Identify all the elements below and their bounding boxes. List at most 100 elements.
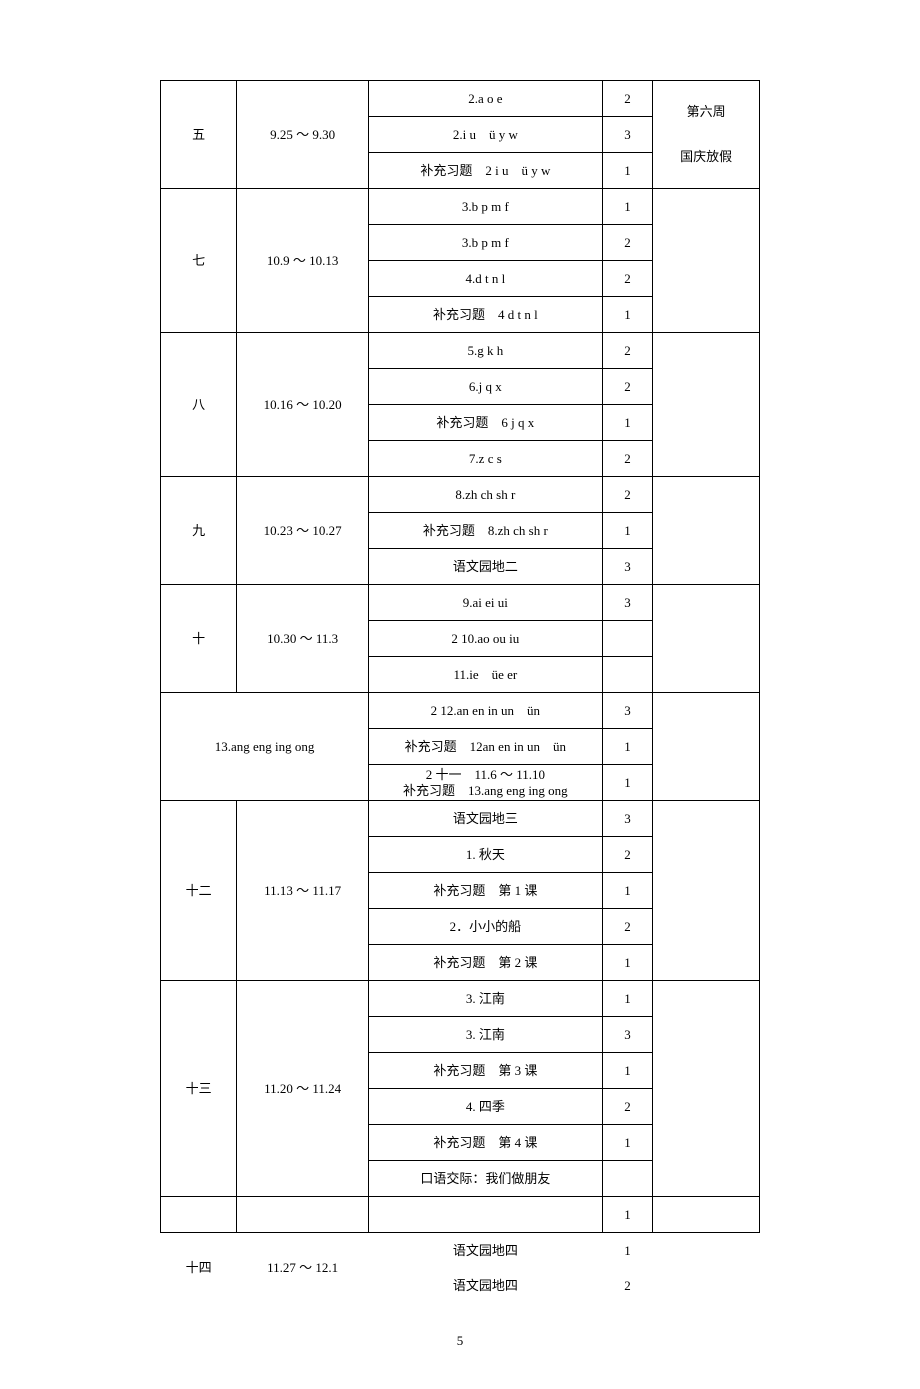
content-cell: 补充习题 第 4 课: [369, 1125, 603, 1161]
table-row: 九10.23 ～ 10.278.zh ch sh r2: [161, 477, 760, 513]
note-cell: 第六周国庆放假: [653, 81, 760, 189]
note-cell: [653, 981, 760, 1197]
hours-cell: 3: [602, 549, 653, 585]
table-row: 十四11.27 ～ 12.1语文园地四1: [161, 1233, 760, 1269]
hours-cell: [602, 1161, 653, 1197]
hours-cell: 1: [602, 1233, 653, 1269]
content-cell: 3.b p m f: [369, 189, 603, 225]
content-cell: 2．小小的船: [369, 909, 603, 945]
content-cell: 8.zh ch sh r: [369, 477, 603, 513]
content-cell: 语文园地三: [369, 801, 603, 837]
content-cell: 2.a o e: [369, 81, 603, 117]
content-cell: 语文园地二: [369, 549, 603, 585]
date-cell: 11.13 ～ 11.17: [237, 801, 369, 981]
date-cell: 10.30 ～ 11.3: [237, 585, 369, 693]
week-cell: 十二: [161, 801, 237, 981]
hours-cell: 1: [602, 405, 653, 441]
hours-cell: [602, 657, 653, 693]
hours-cell: 1: [602, 765, 653, 801]
hours-cell: 2: [602, 477, 653, 513]
hours-cell: 1: [602, 1125, 653, 1161]
table-row: 十二11.13 ～ 11.17语文园地三3: [161, 801, 760, 837]
hours-cell: 3: [602, 585, 653, 621]
hours-cell: 1: [602, 189, 653, 225]
content-cell: 2 十一 11.6 ～ 11.10补充习题 13.ang eng ing ong: [369, 765, 603, 801]
content-cell: 9.ai ei ui: [369, 585, 603, 621]
date-cell: 11.20 ～ 11.24: [237, 981, 369, 1197]
hours-cell: 2: [602, 837, 653, 873]
date-cell: [237, 1197, 369, 1233]
note-cell: [653, 585, 760, 693]
content-cell: 3. 江南: [369, 981, 603, 1017]
week-cell: 十三: [161, 981, 237, 1197]
date-cell: 9.25 ～ 9.30: [237, 81, 369, 189]
content-cell: 2 10.ao ou iu: [369, 621, 603, 657]
hours-cell: 2: [602, 909, 653, 945]
week-cell: 五: [161, 81, 237, 189]
table-row: 十三11.20 ～ 11.243. 江南1: [161, 981, 760, 1017]
note-cell: [653, 189, 760, 333]
hours-cell: 2: [602, 81, 653, 117]
week-cell: 九: [161, 477, 237, 585]
content-cell: 2.i u ü y w: [369, 117, 603, 153]
table-row: 13.ang eng ing ong2 12.an en in un ün3: [161, 693, 760, 729]
hours-cell: 2: [602, 441, 653, 477]
week-cell: 十: [161, 585, 237, 693]
content-cell: 补充习题 第 2 课: [369, 945, 603, 981]
content-cell: 补充习题 第 3 课: [369, 1053, 603, 1089]
table-row: 七10.9 ～ 10.133.b p m f1: [161, 189, 760, 225]
hours-cell: 3: [602, 693, 653, 729]
hours-cell: 2: [602, 369, 653, 405]
hours-cell: 2: [602, 1089, 653, 1125]
week-cell: [161, 1197, 237, 1233]
date-cell: 10.16 ～ 10.20: [237, 333, 369, 477]
hours-cell: 3: [602, 1017, 653, 1053]
note-cell: [653, 1233, 760, 1304]
hours-cell: 1: [602, 981, 653, 1017]
content-cell: 6.j q x: [369, 369, 603, 405]
content-cell: 2 12.an en in un ün: [369, 693, 603, 729]
note-cell: [653, 693, 760, 801]
content-cell: 3. 江南: [369, 1017, 603, 1053]
hours-cell: 1: [602, 513, 653, 549]
table-row: 1: [161, 1197, 760, 1233]
content-cell: 语文园地四: [369, 1268, 603, 1303]
week-cell: 13.ang eng ing ong: [161, 693, 369, 801]
content-cell: 1. 秋天: [369, 837, 603, 873]
date-cell: 10.9 ～ 10.13: [237, 189, 369, 333]
week-cell: 十四: [161, 1233, 237, 1304]
note-cell: [653, 477, 760, 585]
schedule-table: 五9.25 ～ 9.302.a o e2第六周国庆放假2.i u ü y w3补…: [160, 80, 760, 1303]
content-cell: 7.z c s: [369, 441, 603, 477]
content-cell: 补充习题 8.zh ch sh r: [369, 513, 603, 549]
hours-cell: 2: [602, 225, 653, 261]
content-cell: 4. 四季: [369, 1089, 603, 1125]
note-cell: [653, 333, 760, 477]
hours-cell: 1: [602, 873, 653, 909]
hours-cell: 2: [602, 333, 653, 369]
hours-cell: 2: [602, 261, 653, 297]
content-cell: 补充习题 2 i u ü y w: [369, 153, 603, 189]
content-cell: [369, 1197, 603, 1233]
content-cell: 5.g k h: [369, 333, 603, 369]
note-cell: [653, 801, 760, 981]
date-cell: 11.27 ～ 12.1: [237, 1233, 369, 1304]
page-number: 5: [160, 1333, 760, 1349]
hours-cell: 1: [602, 729, 653, 765]
date-cell: 10.23 ～ 10.27: [237, 477, 369, 585]
hours-cell: 1: [602, 153, 653, 189]
note-cell: [653, 1197, 760, 1233]
hours-cell: 1: [602, 1053, 653, 1089]
content-cell: 语文园地四: [369, 1233, 603, 1269]
hours-cell: 1: [602, 297, 653, 333]
content-cell: 11.ie üe er: [369, 657, 603, 693]
hours-cell: 1: [602, 945, 653, 981]
week-cell: 八: [161, 333, 237, 477]
content-cell: 4.d t n l: [369, 261, 603, 297]
hours-cell: 3: [602, 801, 653, 837]
content-cell: 补充习题 12an en in un ün: [369, 729, 603, 765]
content-cell: 补充习题 第 1 课: [369, 873, 603, 909]
hours-cell: 2: [602, 1268, 653, 1303]
hours-cell: 3: [602, 117, 653, 153]
content-cell: 口语交际：我们做朋友: [369, 1161, 603, 1197]
